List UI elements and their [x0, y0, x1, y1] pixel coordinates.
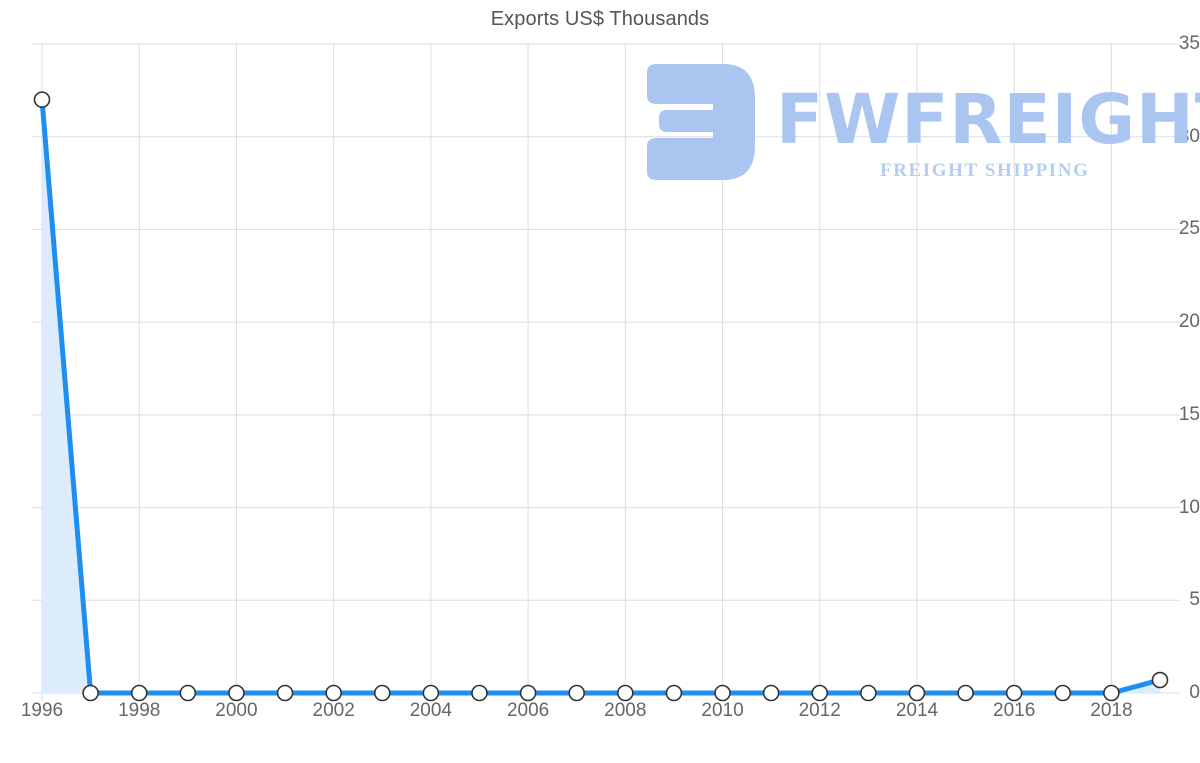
x-axis-tick-label: 2002	[312, 700, 355, 721]
area-fill	[42, 99, 1160, 694]
y-axis-tick-label: 0	[1189, 682, 1200, 703]
data-point-marker	[714, 684, 731, 702]
data-point-marker	[130, 684, 148, 702]
x-axis-tick-label: 1998	[118, 700, 161, 721]
data-point-marker	[617, 684, 634, 702]
y-axis-tick-label: 15	[1178, 403, 1200, 425]
x-axis-tick-label: 2000	[215, 700, 258, 721]
data-point-marker	[373, 684, 391, 702]
x-axis-tick-label: 2010	[701, 700, 744, 721]
data-point-marker	[33, 91, 51, 108]
data-point-marker	[1151, 671, 1169, 689]
grid-lines	[32, 43, 1180, 701]
data-point-marker	[471, 684, 488, 702]
x-axis-tick-label: 2016	[993, 700, 1036, 721]
data-point-marker	[519, 684, 537, 702]
x-axis-tick-label: 2018	[1090, 700, 1133, 721]
area-fill-path	[42, 99, 1160, 694]
data-point-marker	[860, 684, 877, 702]
data-point-marker	[811, 684, 829, 702]
x-axis-tick-label: 2008	[604, 700, 647, 721]
y-axis-tick-label: 25	[1178, 218, 1200, 240]
data-point-marker	[568, 684, 585, 702]
y-axis-tick-label: 35	[1178, 33, 1200, 54]
data-point-marker	[422, 684, 440, 702]
data-line	[39, 97, 1163, 696]
series-line-path	[39, 97, 1163, 696]
y-axis-tick-label: 20	[1178, 311, 1200, 333]
data-point-markers	[33, 91, 1169, 702]
data-point-marker	[665, 684, 683, 702]
data-point-marker	[762, 684, 780, 702]
y-axis-tick-label: 30	[1178, 125, 1200, 147]
data-point-marker	[179, 684, 197, 702]
data-point-marker	[276, 684, 294, 702]
x-axis-tick-label: 2012	[798, 700, 841, 721]
x-axis-tick-label: 2006	[506, 700, 550, 721]
data-point-marker	[957, 684, 974, 702]
x-axis-tick-label: 2014	[895, 700, 939, 721]
data-point-marker	[82, 684, 99, 702]
data-point-marker	[1005, 684, 1023, 702]
data-point-marker	[228, 684, 245, 702]
y-axis-tick-label: 10	[1178, 496, 1200, 518]
x-axis-tick-label: 1996	[20, 700, 64, 721]
data-point-marker	[325, 684, 342, 702]
chart-title: Exports US$ Thousands	[490, 8, 710, 30]
data-point-marker	[908, 684, 926, 702]
y-axis-tick-label: 5	[1189, 589, 1200, 611]
x-axis-tick-label: 2004	[409, 700, 452, 721]
data-point-marker	[1103, 684, 1120, 702]
data-point-marker	[1054, 684, 1072, 702]
